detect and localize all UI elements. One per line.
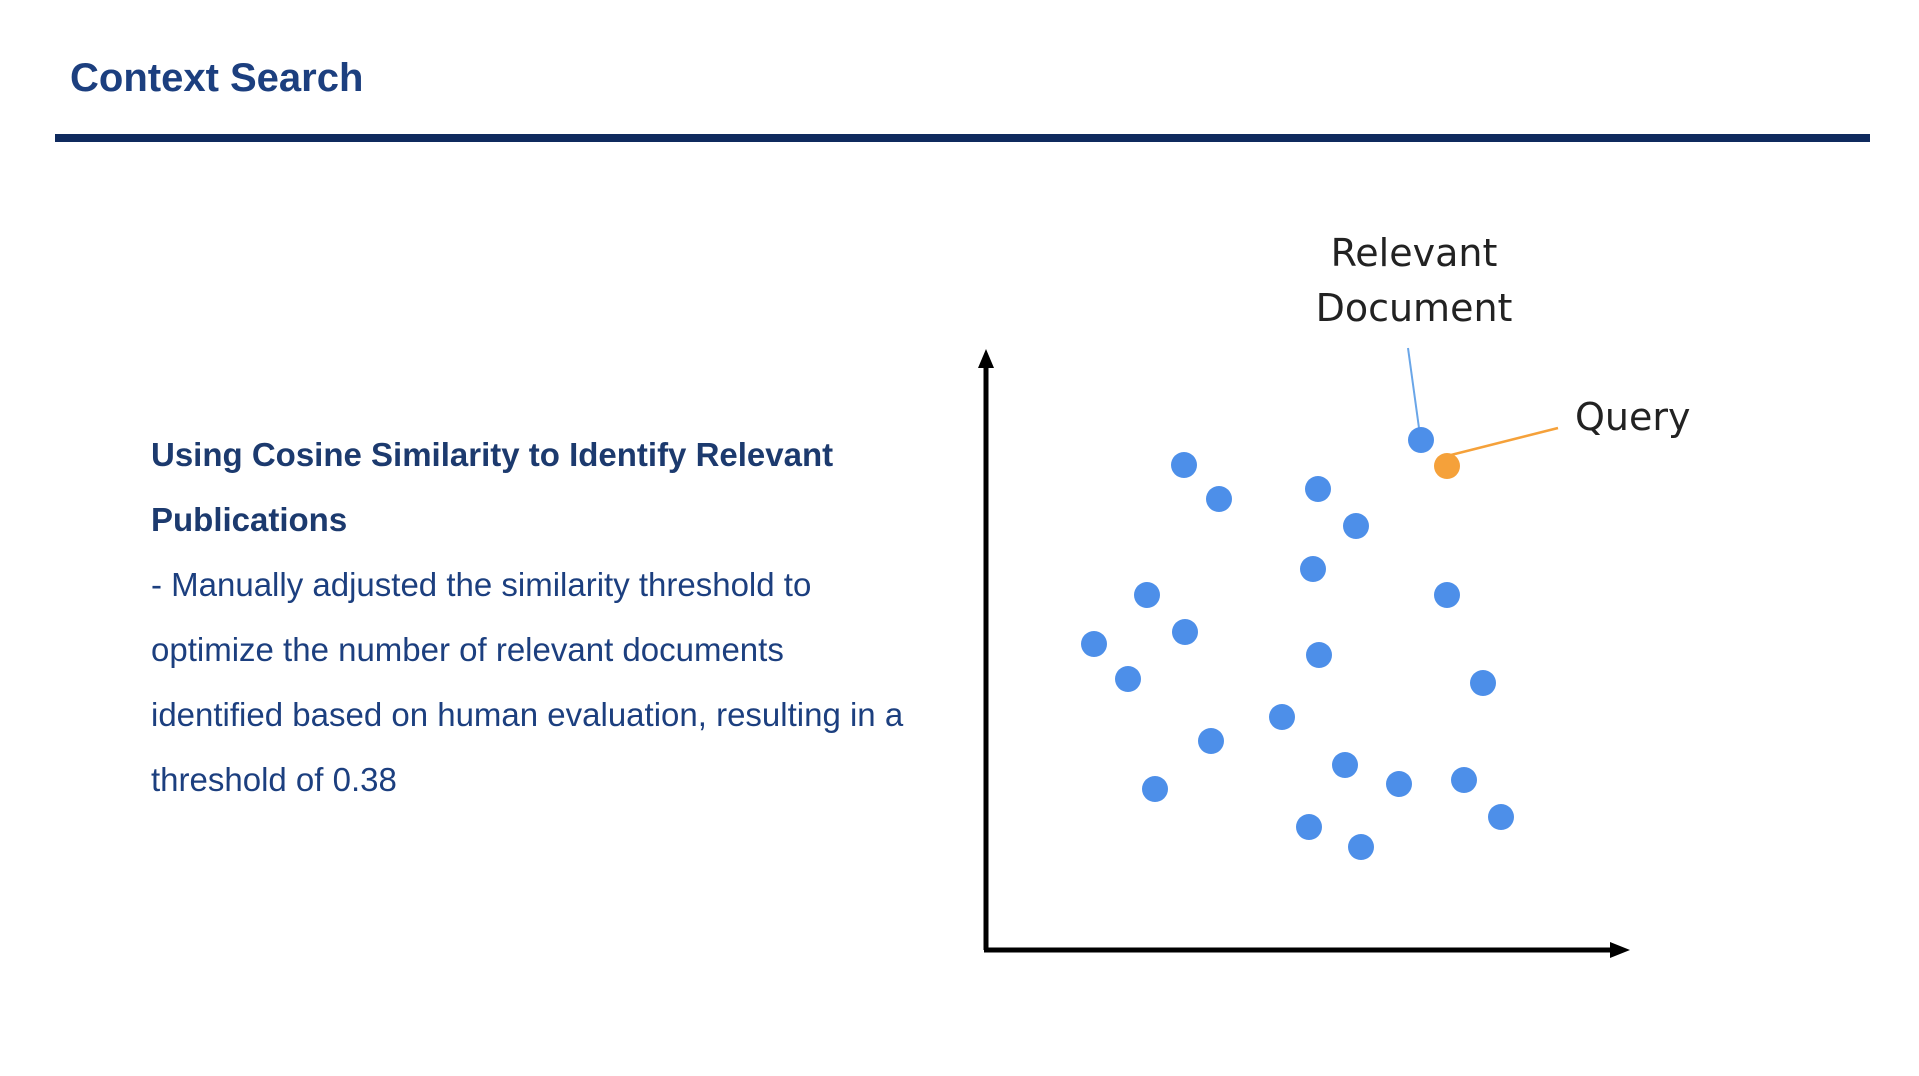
document-point: [1172, 619, 1198, 645]
document-point: [1332, 752, 1358, 778]
document-point: [1296, 814, 1322, 840]
relevant-document-callout-line: [1407, 347, 1420, 429]
document-point: [1142, 776, 1168, 802]
document-point: [1171, 452, 1197, 478]
document-point: [1488, 804, 1514, 830]
relevant-document-label-line2: Document: [1316, 286, 1513, 330]
document-point: [1348, 834, 1374, 860]
document-point: [1115, 666, 1141, 692]
document-point: [1206, 486, 1232, 512]
document-point: [1081, 631, 1107, 657]
section-subheading: Using Cosine Similarity to Identify Rele…: [151, 436, 834, 538]
document-point: [1306, 642, 1332, 668]
document-point: [1269, 704, 1295, 730]
query-point: [1434, 453, 1460, 479]
document-point: [1451, 767, 1477, 793]
document-point: [1300, 556, 1326, 582]
relevant-document-point: [1408, 427, 1434, 453]
document-point: [1305, 476, 1331, 502]
slide-title: Context Search: [70, 56, 364, 100]
document-point: [1134, 582, 1160, 608]
document-point: [1343, 513, 1369, 539]
section-body: - Manually adjusted the similarity thres…: [151, 566, 904, 798]
document-point: [1386, 771, 1412, 797]
query-callout-line: [1446, 426, 1559, 458]
x-axis-arrowhead: [1610, 942, 1630, 958]
title-divider: [55, 134, 1870, 142]
document-point: [1198, 728, 1224, 754]
document-points: [1081, 427, 1514, 860]
content-text-block: Using Cosine Similarity to Identify Rele…: [151, 422, 911, 812]
document-point: [1434, 582, 1460, 608]
relevant-document-label-line1: Relevant: [1331, 231, 1498, 275]
document-point: [1470, 670, 1496, 696]
y-axis-arrowhead: [978, 349, 994, 368]
query-label: Query: [1575, 395, 1690, 439]
